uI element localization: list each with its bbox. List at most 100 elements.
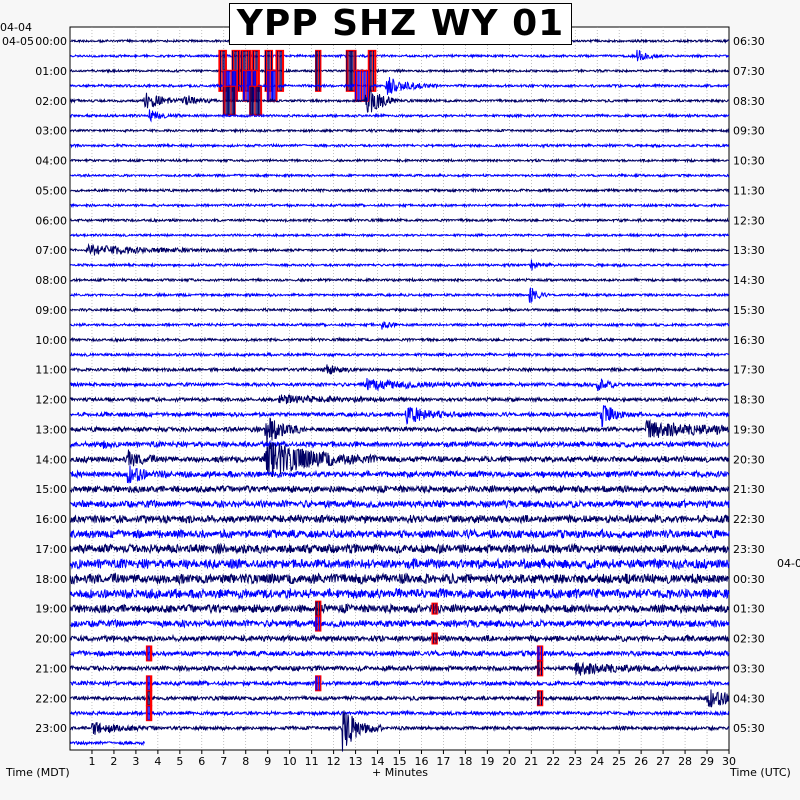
trace-row bbox=[70, 172, 730, 179]
right-hour-label: 22:30 bbox=[733, 513, 765, 526]
x-tick-label: 21 bbox=[524, 755, 538, 768]
right-hour-label: 19:30 bbox=[733, 423, 765, 436]
x-tick-label: 3 bbox=[132, 755, 139, 768]
right-hour-label: 17:30 bbox=[733, 364, 765, 377]
right-hour-label: 15:30 bbox=[733, 304, 765, 317]
right-hour-label: 02:30 bbox=[733, 633, 765, 646]
left-hour-label: 17:00 bbox=[35, 543, 67, 556]
x-tick-label: 16 bbox=[414, 755, 428, 768]
x-tick-label: 30 bbox=[722, 755, 736, 768]
trace-row bbox=[70, 484, 730, 495]
left-hour-label: 11:00 bbox=[35, 364, 67, 377]
right-hour-label: 04:30 bbox=[733, 692, 765, 705]
trace-row bbox=[70, 242, 730, 256]
left-hour-label: 22:00 bbox=[35, 692, 67, 705]
right-hour-label: 09:30 bbox=[733, 125, 765, 138]
right-hour-label: 00:30 bbox=[733, 573, 765, 586]
x-tick-label: 25 bbox=[612, 755, 626, 768]
trace-row bbox=[70, 649, 730, 658]
trace-row bbox=[70, 465, 730, 484]
trace-row bbox=[70, 394, 730, 405]
trace-row bbox=[70, 77, 730, 95]
right-hour-label: 07:30 bbox=[733, 65, 765, 78]
trace-row bbox=[70, 739, 145, 747]
left-hour-label: 06:00 bbox=[35, 214, 67, 227]
trace-row bbox=[70, 157, 730, 164]
trace-row bbox=[70, 442, 730, 478]
right-hour-label: 05:30 bbox=[733, 722, 765, 735]
trace-row bbox=[70, 85, 729, 113]
x-tick-label: 9 bbox=[264, 755, 271, 768]
trace-row bbox=[70, 587, 730, 600]
x-tick-label: 17 bbox=[436, 755, 450, 768]
x-tick-label: 20 bbox=[502, 755, 516, 768]
right-hour-label: 03:30 bbox=[733, 662, 765, 675]
right-hour-label: 10:30 bbox=[733, 155, 765, 168]
x-tick-label: 5 bbox=[176, 755, 183, 768]
trace-row bbox=[70, 49, 730, 62]
trace-row bbox=[70, 679, 730, 688]
trace-row bbox=[70, 498, 730, 509]
left-hour-label: 08:00 bbox=[35, 274, 67, 287]
trace-row bbox=[70, 232, 730, 239]
right-hour-label: 21:30 bbox=[733, 483, 765, 496]
x-tick-label: 23 bbox=[568, 755, 582, 768]
trace-row bbox=[70, 187, 730, 194]
trace-row bbox=[70, 709, 730, 717]
right-date-label: 04-0 bbox=[777, 557, 800, 570]
trace-row bbox=[70, 217, 730, 224]
right-hour-label: 16:30 bbox=[733, 334, 765, 347]
left-date-label-top: 04-04 bbox=[0, 21, 32, 34]
trace-row bbox=[70, 542, 730, 555]
trace-row bbox=[70, 259, 730, 271]
trace-row bbox=[70, 287, 730, 303]
x-tick-label: 27 bbox=[656, 755, 670, 768]
x-tick-label: 24 bbox=[590, 755, 604, 768]
trace-row bbox=[70, 528, 730, 540]
x-tick-label: 7 bbox=[220, 755, 227, 768]
trace-row bbox=[70, 405, 730, 428]
x-tick-label: 1 bbox=[88, 755, 95, 768]
right-hour-label: 12:30 bbox=[733, 214, 765, 227]
left-hour-label: 02:00 bbox=[35, 95, 67, 108]
left-hour-label: 12:00 bbox=[35, 394, 67, 407]
x-tick-label: 19 bbox=[480, 755, 494, 768]
trace-row bbox=[70, 321, 730, 330]
right-hour-label: 18:30 bbox=[733, 394, 765, 407]
right-hour-label: 01:30 bbox=[733, 603, 765, 616]
trace-row bbox=[70, 661, 730, 676]
trace-row bbox=[70, 557, 730, 571]
left-hour-label: 05:00 bbox=[35, 184, 67, 197]
left-hour-label: 18:00 bbox=[35, 573, 67, 586]
trace-row bbox=[70, 602, 730, 615]
x-tick-label: 22 bbox=[546, 755, 560, 768]
left-date-label: 04-05 bbox=[2, 35, 34, 48]
x-tick-label: 10 bbox=[283, 755, 297, 768]
left-hour-label: 13:00 bbox=[35, 423, 67, 436]
left-hour-label: 21:00 bbox=[35, 662, 67, 675]
trace-row bbox=[70, 417, 730, 447]
x-tick-label: 26 bbox=[634, 755, 648, 768]
trace-row bbox=[70, 633, 730, 643]
x-tick-label: 14 bbox=[371, 755, 385, 768]
left-hour-label: 14:00 bbox=[35, 453, 67, 466]
left-hour-label: 09:00 bbox=[35, 304, 67, 317]
trace-row bbox=[70, 513, 730, 525]
trace-row bbox=[70, 336, 730, 343]
left-hour-label: 16:00 bbox=[35, 513, 67, 526]
right-hour-label: 08:30 bbox=[733, 95, 765, 108]
left-hour-label: 03:00 bbox=[35, 125, 67, 138]
right-hour-label: 11:30 bbox=[733, 184, 765, 197]
x-tick-label: 12 bbox=[327, 755, 341, 768]
station-title: YPP SHZ WY 01 bbox=[236, 3, 565, 44]
trace-row bbox=[70, 364, 730, 375]
trace-row bbox=[70, 689, 730, 708]
station-title-box: YPP SHZ WY 01 bbox=[229, 3, 572, 45]
right-hour-label: 14:30 bbox=[733, 274, 765, 287]
left-hour-label: 19:00 bbox=[35, 603, 67, 616]
left-hour-label: 10:00 bbox=[35, 334, 67, 347]
x-tick-label: 28 bbox=[678, 755, 692, 768]
trace-row bbox=[70, 351, 730, 358]
left-hour-label: 00:00 bbox=[35, 35, 67, 48]
